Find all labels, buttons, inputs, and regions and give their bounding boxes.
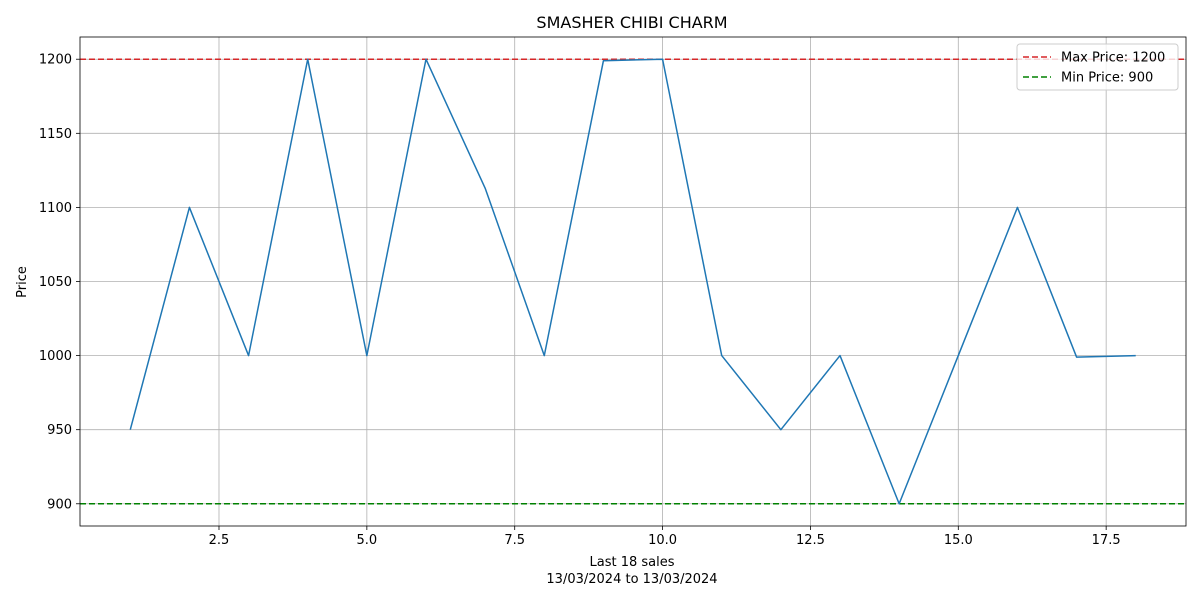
x-axis-sublabel: 13/03/2024 to 13/03/2024 [546, 572, 717, 587]
legend-box [1016, 43, 1179, 91]
x-tick-label: 5.0 [357, 533, 378, 548]
x-tick-label: 10.0 [648, 533, 677, 548]
legend: Max Price: 1200 Min Price: 900 [1016, 43, 1179, 91]
legend-label-min: Min Price: 900 [1061, 71, 1153, 86]
y-tick-label: 900 [47, 497, 72, 512]
y-axis-label: Price [15, 266, 30, 298]
x-tick-label: 17.5 [1092, 533, 1121, 548]
y-tick-label: 1100 [39, 201, 72, 216]
y-tick-label: 1150 [39, 127, 72, 142]
series-layer [129, 58, 1136, 505]
y-tick-label: 1050 [39, 275, 72, 290]
y-tick-label: 950 [47, 423, 72, 438]
y-tick-label: 1200 [39, 53, 72, 68]
x-tick-label: 2.5 [209, 533, 230, 548]
x-tick-label: 7.5 [504, 533, 525, 548]
grid-layer [80, 37, 1186, 526]
axes-layer: 2.5 5.0 7.5 10.0 12.5 15.0 17.5 900 950 1000 1050 1… [39, 36, 1187, 548]
x-axis-label: Last 18 sales [589, 555, 674, 570]
y-tick-label: 1000 [39, 349, 72, 364]
price-series-line [129, 58, 1136, 505]
x-tick-label: 12.5 [796, 533, 825, 548]
chart-title: SMASHER CHIBI CHARM [536, 13, 727, 32]
x-tick-label: 15.0 [944, 533, 973, 548]
legend-label-max: Max Price: 1200 [1061, 51, 1165, 66]
